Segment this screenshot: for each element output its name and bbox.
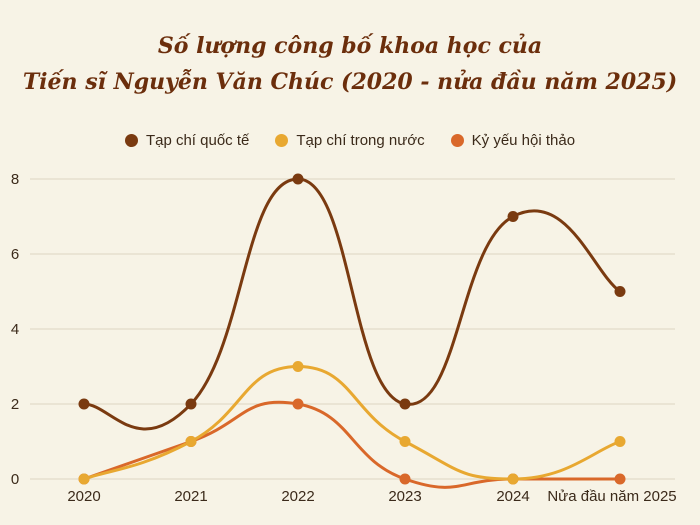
chart-title-line-1: Số lượng công bố khoa học của (157, 33, 543, 59)
legend-label-international: Tạp chí quốc tế (145, 132, 250, 149)
x-tick-label: Nửa đầu năm 2025 (547, 488, 676, 505)
data-point-series-0-2 (292, 173, 304, 185)
data-point-series-0-4 (507, 211, 519, 222)
legend-item-domestic: Tạp chí trong nước (275, 132, 425, 149)
legend-marker-domestic (275, 134, 289, 147)
x-tick-label: 2024 (496, 488, 529, 505)
legend-marker-proceedings (450, 134, 464, 147)
x-tick-label: 2023 (388, 488, 421, 505)
data-point-series-0-3 (399, 398, 411, 410)
legend-label-proceedings: Kỷ yếu hội thảo (471, 132, 576, 149)
data-point-series-2-3 (399, 473, 411, 485)
data-point-series-1-5 (614, 436, 626, 447)
data-point-series-0-1 (185, 398, 197, 410)
data-point-series-1-0 (78, 473, 90, 485)
series-line-0 (82, 177, 622, 431)
chart-title-line-2: Tiến sĩ Nguyễn Văn Chúc (2020 - nửa đầu … (22, 69, 678, 95)
data-point-series-0-0 (78, 398, 90, 410)
legend-item-proceedings: Kỷ yếu hội thảo (450, 132, 576, 149)
series-line-2 (82, 400, 622, 489)
chart-title: Số lượng công bố khoa học của Tiến sĩ Ng… (0, 28, 700, 100)
legend-label-domestic: Tạp chí trong nước (296, 132, 425, 149)
legend-item-international: Tạp chí quốc tế (124, 132, 250, 149)
legend-marker-international (124, 134, 138, 147)
data-point-series-0-5 (614, 286, 626, 297)
y-tick-label: 2 (11, 396, 19, 413)
x-tick-label: 2020 (67, 488, 100, 505)
data-point-series-1-2 (292, 361, 304, 372)
series-line-1 (82, 364, 622, 481)
y-tick-label: 4 (11, 321, 19, 338)
data-point-series-1-4 (507, 473, 519, 485)
x-tick-label: 2021 (174, 488, 207, 505)
data-point-series-1-3 (399, 436, 411, 447)
y-tick-label: 8 (11, 171, 19, 188)
data-point-series-2-5 (614, 473, 626, 485)
y-tick-label: 0 (11, 471, 19, 488)
data-point-series-2-2 (292, 398, 304, 410)
y-tick-label: 6 (11, 246, 19, 263)
data-point-series-1-1 (185, 436, 197, 447)
x-tick-label: 2022 (281, 488, 314, 505)
legend: Tạp chí quốc tế Tạp chí trong nước Kỷ yế… (0, 132, 700, 149)
